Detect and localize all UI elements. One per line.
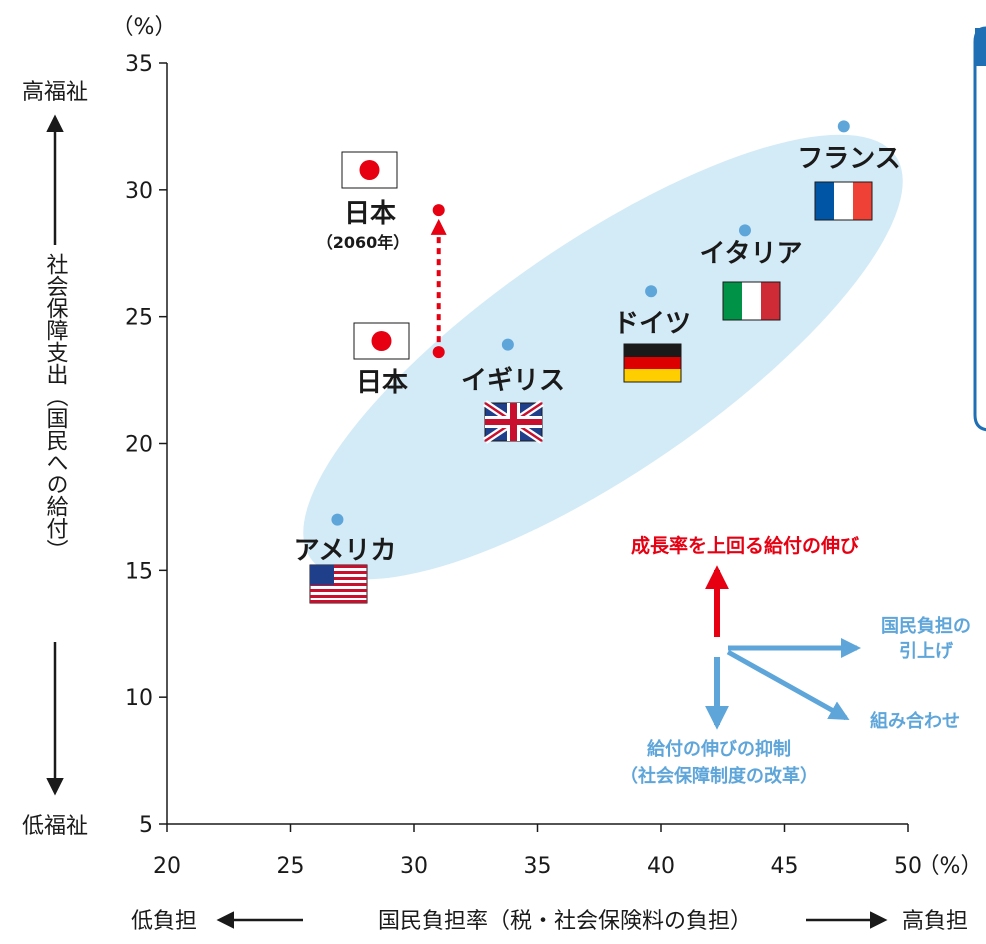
us-flag-icon xyxy=(309,564,368,604)
cluster-ellipse xyxy=(303,134,903,580)
side-panel-header xyxy=(975,28,986,66)
x-tick-label: 30 xyxy=(400,854,428,879)
data-point xyxy=(501,338,514,351)
italy-flag-icon xyxy=(722,281,781,321)
japan-flag-icon xyxy=(353,322,410,360)
y-axis-title: 社会保障支出（国民への給付） xyxy=(43,253,69,561)
germany-flag-icon xyxy=(623,343,682,383)
japan-2060-flag-icon xyxy=(341,151,398,189)
data-point xyxy=(432,204,445,217)
y-unit-label: （%） xyxy=(112,15,177,40)
x-axis-title: 国民負担率（税・社会保険料の負担） xyxy=(378,909,752,934)
uk-flag-icon xyxy=(483,400,544,444)
y-tick-label: 10 xyxy=(125,686,153,711)
x-tick-label: 40 xyxy=(647,854,675,879)
y-tick-label: 5 xyxy=(139,813,153,838)
burden-annotation-line1: 国民負担の xyxy=(881,615,971,637)
country-label-france: フランス xyxy=(797,144,900,174)
x-tick-label: 50 xyxy=(894,854,922,879)
side-panel-frame xyxy=(973,26,986,432)
x-tick-label: 35 xyxy=(524,854,552,879)
combination-annotation: 組み合わせ xyxy=(870,710,960,732)
burden-annotation-line2: 引上げ xyxy=(899,641,954,662)
france-flag-icon xyxy=(814,181,873,221)
combination-arrow xyxy=(726,649,850,721)
x-tick-label: 20 xyxy=(153,854,181,879)
y-label-high: 高福祉 xyxy=(22,80,88,105)
data-point xyxy=(432,346,445,359)
x-tick-label: 25 xyxy=(277,854,305,879)
data-point xyxy=(331,513,344,526)
y-label-low: 低福祉 xyxy=(22,814,88,839)
country-label-uk: イギリス xyxy=(461,366,565,396)
x-label-high: 高負担 xyxy=(902,909,968,934)
x-label-low: 低負担 xyxy=(131,909,197,934)
y-tick-label: 15 xyxy=(125,559,153,584)
x-unit-label: （%） xyxy=(918,854,983,879)
country-label-japan: 日本 xyxy=(356,368,408,398)
country-label-us: アメリカ xyxy=(294,536,397,566)
country-label-germany: ドイツ xyxy=(613,309,691,339)
growth-annotation: 成長率を上回る給付の伸び xyxy=(631,534,859,557)
y-tick-label: 20 xyxy=(125,433,153,458)
country-label-japan-2060: 日本 xyxy=(344,199,396,229)
x-tick-label: 45 xyxy=(771,854,799,879)
data-point xyxy=(837,120,850,133)
restraint-annotation-line2: （社会保障制度の改革） xyxy=(620,765,818,787)
y-tick-label: 30 xyxy=(125,179,153,204)
data-point xyxy=(645,285,658,298)
restraint-annotation-line1: 給付の伸びの抑制 xyxy=(647,738,791,760)
data-point xyxy=(738,224,751,237)
y-tick-label: 25 xyxy=(125,306,153,331)
country-label-italy: イタリア xyxy=(700,239,803,269)
japan-2060-year-label: （2060年） xyxy=(317,233,410,252)
y-tick-label: 35 xyxy=(125,52,153,77)
